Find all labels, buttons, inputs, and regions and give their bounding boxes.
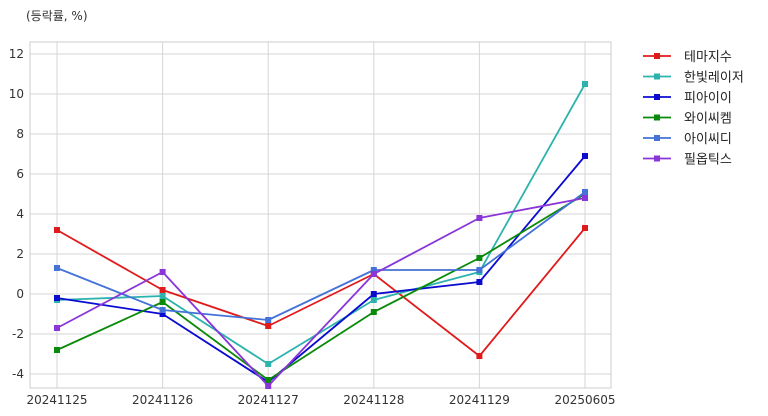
x-tick-label: 20250605 bbox=[554, 393, 615, 407]
series-layer bbox=[54, 81, 588, 389]
data-point bbox=[476, 279, 483, 285]
data-point bbox=[370, 291, 377, 297]
series-line bbox=[56, 191, 586, 321]
data-point bbox=[476, 215, 483, 221]
data-point bbox=[159, 311, 166, 317]
data-point bbox=[265, 317, 272, 323]
data-point bbox=[476, 353, 483, 359]
data-point bbox=[159, 269, 166, 275]
data-point bbox=[582, 153, 588, 159]
data-point bbox=[582, 81, 588, 87]
legend-item: 한빛레이저 bbox=[643, 71, 744, 86]
series-line bbox=[56, 83, 586, 365]
data-point bbox=[159, 293, 166, 299]
y-tick-label: -4 bbox=[12, 367, 24, 381]
legend-item: 피아이이 bbox=[643, 91, 732, 106]
data-point bbox=[370, 297, 377, 303]
y-tick-label: 0 bbox=[16, 287, 24, 301]
series-line bbox=[56, 155, 586, 383]
series-한빛레이저 bbox=[54, 81, 588, 367]
data-point bbox=[54, 325, 60, 331]
series-line bbox=[56, 197, 586, 387]
series-필옵틱스 bbox=[54, 195, 588, 389]
legend-swatch-marker bbox=[654, 135, 660, 141]
series-line bbox=[56, 193, 586, 381]
y-tick-label: 8 bbox=[16, 127, 24, 141]
legend-swatch-marker bbox=[654, 73, 660, 80]
series-line bbox=[56, 227, 586, 357]
y-tick-label: 2 bbox=[16, 247, 24, 261]
x-tick-label: 20241129 bbox=[449, 393, 510, 407]
data-point bbox=[582, 195, 588, 201]
x-tick-label: 20241127 bbox=[238, 393, 299, 407]
data-point bbox=[54, 227, 60, 233]
series-아이씨디 bbox=[54, 189, 588, 323]
data-point bbox=[370, 271, 377, 277]
legend-label: 테마지수 bbox=[684, 50, 732, 65]
data-point bbox=[159, 307, 166, 313]
data-point bbox=[370, 309, 377, 315]
legend-item: 아이씨디 bbox=[643, 132, 732, 147]
plot-frame bbox=[29, 41, 612, 389]
legend-swatch-marker bbox=[654, 114, 660, 121]
legend-item: 와이씨켐 bbox=[643, 112, 732, 127]
data-point bbox=[476, 255, 483, 261]
data-point bbox=[265, 361, 272, 367]
data-point bbox=[265, 323, 272, 329]
y-tick-label: -2 bbox=[12, 327, 24, 341]
legend-label: 와이씨켐 bbox=[684, 112, 732, 127]
data-point bbox=[54, 295, 60, 301]
data-point bbox=[582, 225, 588, 231]
y-tick-label: 4 bbox=[16, 207, 24, 221]
legend-swatch-marker bbox=[654, 94, 660, 100]
legend-swatch-marker bbox=[654, 53, 660, 59]
x-tick-label: 20241126 bbox=[132, 393, 193, 407]
data-point bbox=[159, 299, 166, 305]
legend-label: 아이씨디 bbox=[684, 132, 732, 147]
data-point bbox=[54, 265, 60, 271]
data-point bbox=[265, 383, 272, 389]
x-tick-label: 20241128 bbox=[343, 393, 404, 407]
data-point bbox=[582, 189, 588, 195]
y-tick-label: 6 bbox=[16, 167, 24, 181]
legend-item: 테마지수 bbox=[643, 50, 732, 65]
data-point bbox=[370, 267, 377, 273]
legend-item: 필옵틱스 bbox=[643, 153, 732, 168]
grid bbox=[30, 42, 611, 388]
data-point bbox=[159, 287, 166, 293]
y-axis: -4 -2 0 2 4 6 8 10 12 bbox=[9, 47, 24, 381]
data-point bbox=[265, 377, 272, 383]
y-tick-label: 12 bbox=[9, 47, 24, 61]
data-point bbox=[476, 267, 483, 273]
x-tick-label: 20241125 bbox=[26, 393, 87, 407]
y-unit-label: (등락률, %) bbox=[26, 9, 88, 23]
x-axis: 20241125 20241126 20241127 20241128 20241129… bbox=[26, 393, 615, 407]
legend-label: 필옵틱스 bbox=[684, 153, 732, 168]
legend-label: 피아이이 bbox=[684, 91, 732, 106]
legend-label: 한빛레이저 bbox=[684, 71, 744, 86]
series-피아이이 bbox=[54, 153, 588, 385]
legend-swatch-marker bbox=[654, 155, 660, 162]
y-tick-label: 10 bbox=[9, 87, 24, 101]
data-point bbox=[54, 347, 60, 353]
